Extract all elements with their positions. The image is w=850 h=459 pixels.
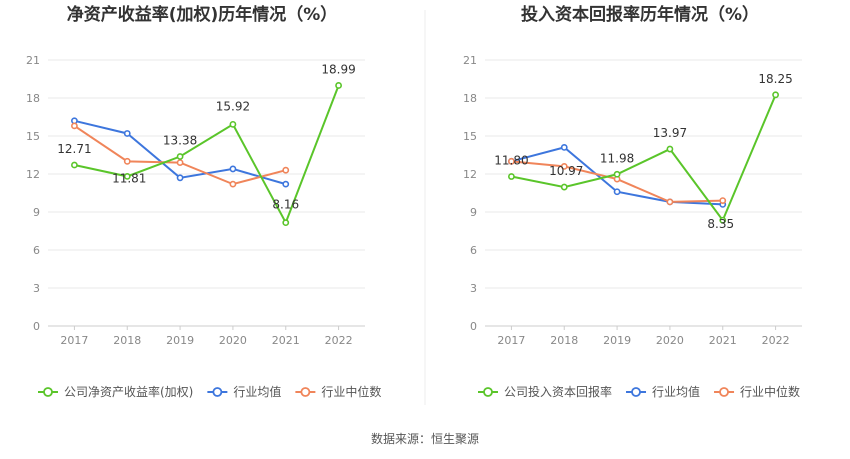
chart-1: 净资产收益率(加权)历年情况（%） 0 3 6 9 12 15 18 21 2017 2018 201…: [26, 4, 381, 399]
data-point: [282, 219, 290, 227]
x-tick-label: 2021: [272, 334, 300, 347]
y-tick-label: 18: [26, 92, 40, 105]
data-label: 8.35: [707, 217, 734, 231]
y-tick-label: 18: [463, 92, 477, 105]
data-label: 12.71: [57, 142, 91, 156]
data-point: [335, 82, 342, 89]
data-point: [560, 183, 568, 191]
data-point: [123, 157, 131, 165]
legend-marker: [43, 387, 53, 397]
x-tick-label: 2018: [550, 334, 578, 347]
series-line-1: [74, 85, 340, 226]
legend-label: 行业均值: [652, 384, 700, 399]
data-point: [123, 130, 131, 137]
data-label: 11.98: [600, 151, 634, 165]
legend-item-1: 公司净资产收益率(加权): [38, 384, 193, 399]
data-point: [176, 174, 184, 182]
data-point: [666, 198, 674, 206]
y-tick-label: 9: [470, 206, 477, 219]
data-label: 18.25: [758, 72, 792, 86]
data-point: [176, 159, 184, 166]
x-tick-label: 2019: [166, 334, 194, 347]
legend-marker: [719, 387, 729, 397]
y-tick-label: 3: [33, 282, 40, 295]
legend-item-2: 行业均值: [626, 384, 700, 399]
legend-label: 公司投入资本回报率: [504, 384, 612, 399]
data-point: [123, 173, 131, 180]
data-point: [229, 120, 237, 128]
y-tick-label: 3: [470, 282, 477, 295]
data-point: [71, 161, 78, 169]
y-tick-label: 21: [26, 54, 40, 67]
x-tick-label: 2021: [709, 334, 737, 347]
data-point: [666, 145, 674, 153]
legend-item-2: 行业均值: [207, 384, 281, 399]
data-label: 8.16: [272, 198, 299, 212]
legend-marker: [212, 387, 223, 397]
legend-item-1: 公司投入资本回报率: [478, 384, 612, 399]
legend-marker: [631, 387, 641, 397]
data-point: [229, 180, 237, 188]
x-tick-label: 2022: [762, 334, 790, 347]
data-point: [229, 165, 237, 173]
y-tick-label: 21: [463, 54, 477, 67]
x-tick-label: 2019: [603, 334, 631, 347]
data-point: [282, 166, 290, 174]
legend-label: 行业中位数: [740, 384, 800, 399]
x-tick-label: 2022: [325, 334, 353, 347]
legend-item-3: 行业中位数: [295, 384, 381, 399]
data-label: 13.97: [653, 126, 687, 140]
y-tick-label: 12: [26, 168, 40, 181]
legend-marker: [300, 387, 311, 397]
legend-label: 行业中位数: [321, 384, 381, 399]
x-tick-label: 2020: [656, 334, 684, 347]
data-point: [613, 188, 621, 196]
data-point: [71, 122, 78, 130]
y-tick-label: 9: [33, 206, 40, 219]
legend-label: 公司净资产收益率(加权): [64, 384, 193, 399]
data-label: 11.80: [494, 154, 528, 168]
chart-2: 投入资本回报率历年情况（%） 0 3 6 9 12 15 18 21 2017 2018 2019 20…: [463, 4, 802, 399]
legend-label: 行业均值: [233, 384, 281, 399]
x-tick-label: 2017: [497, 334, 525, 347]
data-point: [560, 143, 568, 151]
x-tick-label: 2020: [219, 334, 247, 347]
chart-title: 投入资本回报率历年情况（%）: [521, 4, 759, 25]
legend-item-3: 行业中位数: [714, 384, 800, 399]
data-label: 10.97: [549, 164, 583, 178]
y-tick-label: 15: [26, 130, 40, 143]
data-label: 11.81: [112, 171, 146, 185]
y-tick-label: 15: [463, 130, 477, 143]
y-tick-label: 0: [33, 320, 40, 333]
data-point: [772, 91, 779, 99]
x-tick-label: 2018: [113, 334, 141, 347]
data-label: 13.38: [163, 134, 197, 148]
data-point: [719, 216, 727, 224]
data-point: [508, 157, 515, 165]
x-tick-label: 2017: [60, 334, 88, 347]
data-point: [282, 180, 290, 188]
y-tick-label: 12: [463, 168, 477, 181]
y-tick-label: 6: [33, 244, 40, 257]
data-label: 18.99: [321, 62, 355, 76]
y-tick-label: 6: [470, 244, 477, 257]
data-point: [508, 173, 515, 180]
y-tick-label: 0: [470, 320, 477, 333]
chart-title: 净资产收益率(加权)历年情况（%）: [67, 4, 338, 25]
legend-marker: [483, 387, 493, 397]
data-label: 15.92: [216, 99, 250, 113]
data-point: [719, 197, 727, 204]
data-point: [560, 162, 568, 170]
data-point: [613, 170, 621, 178]
data-point: [176, 153, 184, 160]
series-line-1: [511, 94, 777, 223]
